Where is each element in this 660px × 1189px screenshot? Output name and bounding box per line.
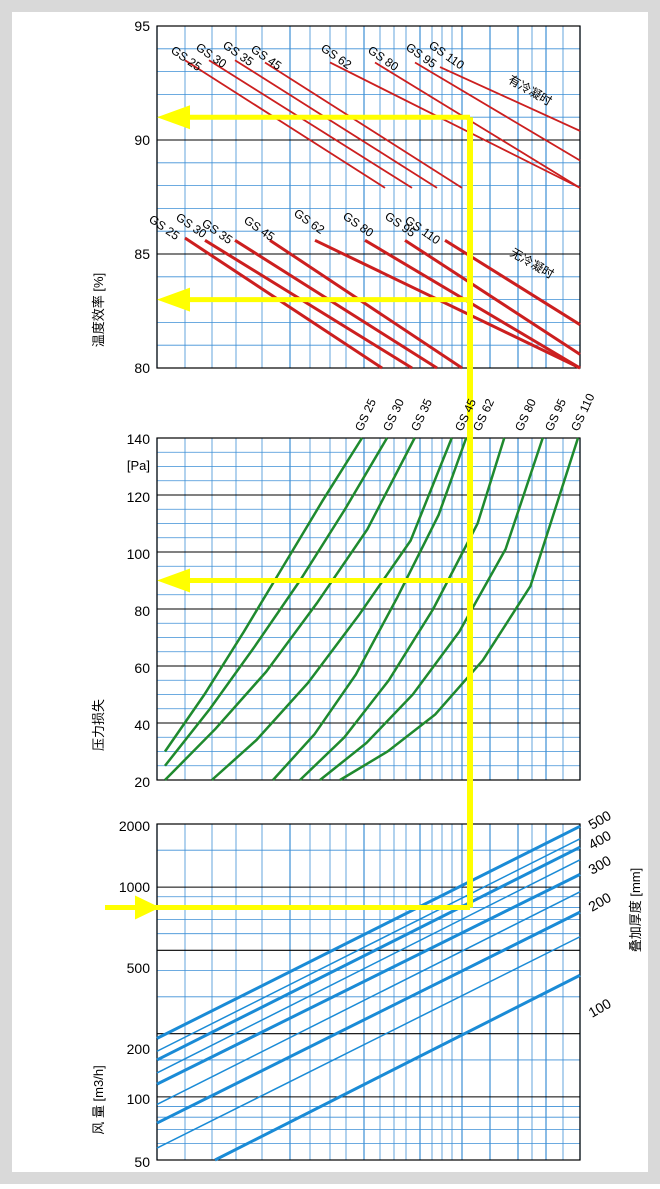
- y-axis-unit: [Pa]: [127, 458, 150, 473]
- pressure-curve: [339, 437, 580, 782]
- y-tick-label: 2000: [119, 818, 150, 834]
- airflow-line: [156, 824, 581, 1040]
- plot-frame: [156, 25, 581, 369]
- condensing-line: [439, 66, 581, 132]
- y-axis-title: 压力损失: [91, 699, 106, 751]
- dry-line: [184, 236, 383, 370]
- y-tick-label: 200: [127, 1041, 151, 1057]
- dry-line: [204, 239, 413, 370]
- dry-line: [314, 238, 581, 370]
- condensing-line: [234, 59, 438, 189]
- y-axis-title: 风 量 [m3/h]: [91, 1065, 106, 1134]
- y-tick-label: 140: [127, 431, 151, 447]
- pressure-curve: [319, 437, 544, 781]
- y-tick-label: 80: [134, 603, 150, 619]
- condensing-line: [414, 61, 581, 162]
- guide-arrowhead: [157, 287, 190, 312]
- y-tick-label: 50: [134, 1154, 150, 1170]
- plot-frame: [156, 823, 581, 1161]
- dry-line: [404, 239, 581, 356]
- airflow-line: [156, 845, 581, 1062]
- right-axis-title: 叠加厚度 [mm]: [628, 868, 643, 953]
- y-tick-label: 85: [134, 246, 150, 262]
- pressure-curve: [299, 437, 506, 781]
- airflow-line: [156, 873, 581, 1086]
- pressure-curve: [164, 437, 389, 767]
- dry-line: [234, 239, 438, 370]
- airflow-line: [156, 891, 581, 1106]
- airflow-line: [156, 859, 581, 1074]
- airflow-line: [156, 838, 581, 1052]
- guide-arrowhead: [135, 895, 160, 920]
- guide-arrowhead: [157, 568, 190, 593]
- y-tick-label: 20: [134, 774, 150, 790]
- condensing-line: [264, 61, 463, 189]
- airflow-line: [156, 910, 581, 1125]
- plot-frame: [156, 437, 581, 781]
- y-tick-label: 100: [127, 546, 151, 562]
- condensing-line: [208, 59, 413, 189]
- condensing-line: [184, 59, 386, 189]
- dry-line: [269, 239, 463, 370]
- pressure-curve: [211, 437, 453, 781]
- airflow-line: [214, 973, 581, 1162]
- y-axis-title: 温度效率 [%]: [91, 273, 106, 347]
- y-tick-label: 1000: [119, 879, 150, 895]
- y-tick-label: 40: [134, 717, 150, 733]
- y-tick-label: 95: [134, 18, 150, 34]
- y-tick-label: 120: [127, 489, 151, 505]
- condensing-line: [329, 61, 581, 189]
- y-tick-label: 500: [127, 960, 151, 976]
- pressure-curve: [164, 437, 416, 781]
- airflow-line: [156, 936, 581, 1149]
- y-tick-label: 100: [127, 1091, 151, 1107]
- pressure-curve: [163, 437, 364, 753]
- y-tick-label: 90: [134, 132, 150, 148]
- guide-arrowhead: [157, 105, 190, 130]
- pressure-curve: [272, 437, 468, 781]
- condensing-line: [374, 61, 581, 189]
- y-tick-label: 60: [134, 660, 150, 676]
- y-tick-label: 80: [134, 360, 150, 376]
